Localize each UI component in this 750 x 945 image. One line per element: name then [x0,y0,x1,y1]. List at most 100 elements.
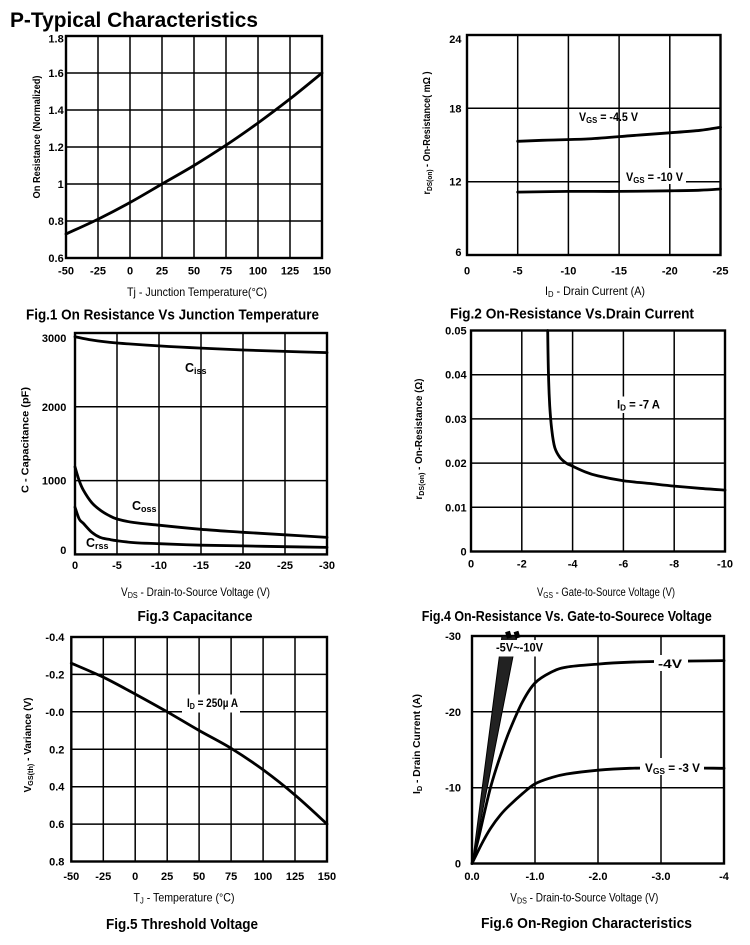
svg-text:VGS(th) - Variance (V): VGS(th) - Variance (V) [22,698,35,793]
svg-text:Fig.3 Capacitance: Fig.3 Capacitance [138,608,253,625]
svg-text:100: 100 [254,871,272,883]
svg-text:-10: -10 [717,559,733,571]
svg-text:50: 50 [188,266,200,278]
svg-text:Crss: Crss [86,536,109,551]
svg-text:VDS - Drain-to-Source Voltage: VDS - Drain-to-Source Voltage (V) [510,891,658,906]
svg-text:-15: -15 [193,560,209,572]
svg-text:-25: -25 [90,266,106,278]
svg-text:-10: -10 [445,783,461,795]
svg-text:75: 75 [225,871,237,883]
svg-text:VGS = -3 V: VGS = -3 V [645,761,700,776]
svg-text:0: 0 [132,871,138,883]
svg-text:ID - Drain Current (A): ID - Drain Current (A) [411,694,424,794]
svg-text:-20: -20 [445,707,461,719]
svg-text:-2: -2 [517,559,527,571]
svg-text:25: 25 [161,871,173,883]
svg-text:24: 24 [449,34,462,46]
svg-text:Tj - Junction Temperature(°C): Tj - Junction Temperature(°C) [127,285,267,299]
svg-text:Fig.1 On Resistance Vs Junctio: Fig.1 On Resistance Vs Junction Temperat… [26,307,319,324]
svg-text:0.4: 0.4 [49,782,65,794]
svg-text:-30: -30 [445,631,461,643]
svg-text:P-Typical Characteristics: P-Typical Characteristics [10,9,258,32]
svg-text:-25: -25 [713,266,729,278]
svg-text:ID = -7 A: ID = -7 A [617,398,660,413]
svg-text:ID = 250µ A: ID = 250µ A [187,696,238,711]
svg-text:25: 25 [156,266,168,278]
svg-text:rDS(on) - On-Resistance (Ω): rDS(on) - On-Resistance (Ω) [413,379,426,500]
svg-text:-4: -4 [719,871,730,883]
svg-text:-6: -6 [619,559,629,571]
svg-text:Fig.4 On-Resistance Vs. Gate-t: Fig.4 On-Resistance Vs. Gate-to-Sourece … [422,608,712,625]
svg-text:Fig.2 On-Resistance Vs.Drain C: Fig.2 On-Resistance Vs.Drain Current [450,306,694,323]
svg-text:0: 0 [468,559,474,571]
svg-text:2000: 2000 [42,402,66,414]
svg-text:0.2: 0.2 [49,744,64,756]
svg-text:-10: -10 [151,560,167,572]
svg-text:-25: -25 [277,560,293,572]
svg-text:75: 75 [220,266,232,278]
svg-text:Fig.6 On-Region Characteristic: Fig.6 On-Region Characteristics [481,915,692,932]
svg-text:0: 0 [455,858,461,870]
svg-text:18: 18 [449,103,461,115]
svg-text:-2.0: -2.0 [589,871,608,883]
svg-text:-5V~-10V: -5V~-10V [496,641,543,655]
svg-text:1.2: 1.2 [48,142,63,154]
svg-text:-10: -10 [560,266,576,278]
svg-text:1.4: 1.4 [48,105,64,117]
svg-text:100: 100 [249,266,267,278]
svg-text:150: 150 [318,871,336,883]
svg-text:C - Capacitance (pF): C - Capacitance (pF) [20,387,32,493]
svg-text:Ciss: Ciss [185,361,207,376]
svg-text:VGS - Gate-to-Source Voltage (: VGS - Gate-to-Source Voltage (V) [537,585,675,600]
svg-text:0: 0 [464,266,470,278]
svg-text:ID - Drain Current (A): ID - Drain Current (A) [545,284,645,299]
svg-text:-0.0: -0.0 [45,707,64,719]
svg-text:0.8: 0.8 [49,857,64,869]
svg-text:-8: -8 [669,559,679,571]
svg-text:-0.4: -0.4 [45,632,65,644]
svg-text:Coss: Coss [132,499,157,514]
svg-text:0.03: 0.03 [445,414,466,426]
svg-text:0: 0 [60,545,66,557]
svg-text:0.6: 0.6 [49,819,64,831]
svg-text:-15: -15 [611,266,627,278]
svg-text:Fig.5 Threshold Voltage: Fig.5 Threshold Voltage [106,916,258,933]
svg-text:12: 12 [449,177,461,189]
svg-text:150: 150 [313,266,331,278]
svg-text:0.8: 0.8 [48,216,63,228]
svg-text:3000: 3000 [42,333,66,345]
svg-text:1.6: 1.6 [48,68,63,80]
svg-text:0: 0 [460,547,466,559]
svg-text:-20: -20 [662,266,678,278]
svg-text:0: 0 [127,266,133,278]
svg-text:125: 125 [281,266,299,278]
svg-text:VGS = -10 V: VGS = -10 V [626,170,683,185]
svg-text:1: 1 [58,179,64,191]
svg-text:50: 50 [193,871,205,883]
svg-text:-5: -5 [112,560,122,572]
svg-text:-30: -30 [319,560,335,572]
svg-text:0.01: 0.01 [445,502,466,514]
svg-text:-50: -50 [58,266,74,278]
svg-text:-3.0: -3.0 [652,871,671,883]
svg-text:0.05: 0.05 [445,326,466,338]
svg-text:VDS - Drain-to-Source Voltage: VDS - Drain-to-Source Voltage (V) [121,585,270,600]
svg-text:0.02: 0.02 [445,458,466,470]
svg-text:-50: -50 [63,871,79,883]
svg-text:0: 0 [72,560,78,572]
svg-text:0.0: 0.0 [464,871,479,883]
svg-text:On Resistance (Normalized): On Resistance (Normalized) [31,76,43,199]
svg-text:1.8: 1.8 [48,33,63,45]
svg-text:-25: -25 [95,871,111,883]
svg-text:-1.0: -1.0 [526,871,545,883]
svg-text:125: 125 [286,871,304,883]
svg-text:TJ - Temperature (°C): TJ - Temperature (°C) [134,891,235,906]
svg-text:6: 6 [455,247,461,259]
svg-text:-4: -4 [568,559,579,571]
svg-text:-20: -20 [235,560,251,572]
svg-text:VGS = -4.5 V: VGS = -4.5 V [579,110,638,125]
svg-text:-4V: -4V [658,657,682,671]
svg-text:0.04: 0.04 [445,370,467,382]
svg-text:-5: -5 [513,266,523,278]
svg-text:rDS(on) - On-Resistance( mΩ ): rDS(on) - On-Resistance( mΩ ) [421,72,434,195]
